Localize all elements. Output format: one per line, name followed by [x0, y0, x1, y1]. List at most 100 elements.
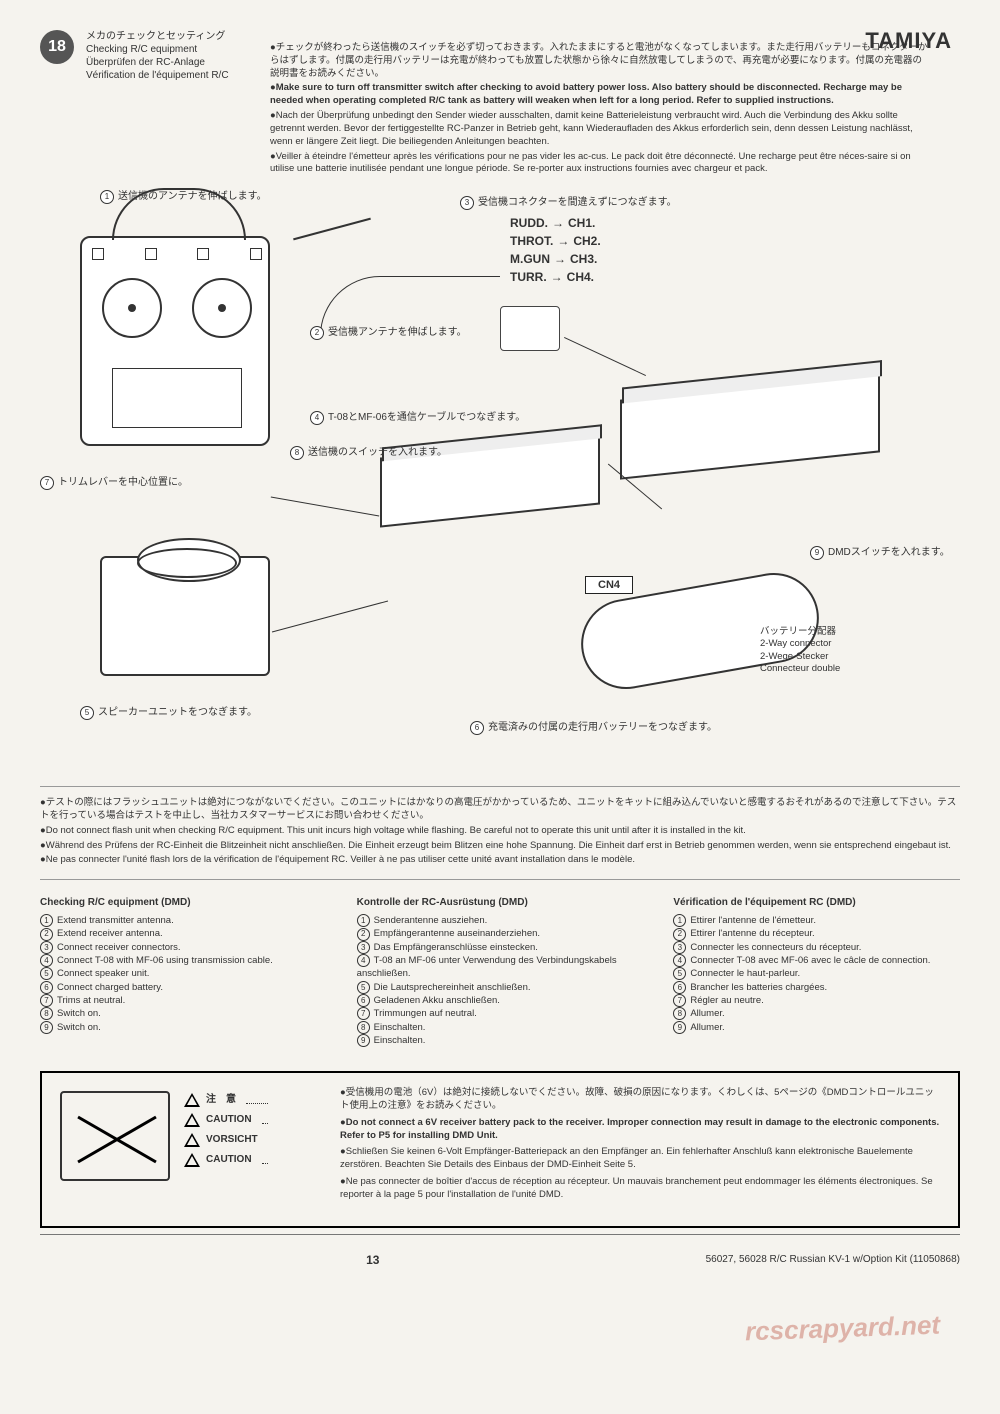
- item-number: 7: [357, 1007, 370, 1020]
- checklist-item: 6Brancher les batteries chargées.: [673, 981, 960, 994]
- dmd-control-unit-illustration: [620, 372, 880, 479]
- item-text: Connect receiver connectors.: [57, 942, 181, 953]
- item-number: 2: [40, 928, 53, 941]
- caution-en: CAUTION: [206, 1113, 252, 1127]
- item-number: 3: [40, 941, 53, 954]
- item-number: 7: [40, 994, 53, 1007]
- item-text: Ettirer l'antenne de l'émetteur.: [690, 915, 816, 926]
- caution-battery-illustration: [60, 1091, 170, 1181]
- warning-icon: [184, 1133, 200, 1147]
- item-number: 8: [357, 1021, 370, 1034]
- checklist-columns: Checking R/C equipment (DMD) 1 Extend tra…: [40, 896, 960, 1047]
- step-title-en: Checking R/C equipment: [86, 43, 229, 56]
- flash-note-fr: ●Ne pas connecter l'unité flash lors de …: [40, 854, 960, 867]
- checklist-item: 8Allumer.: [673, 1007, 960, 1020]
- checklist-item: 9Allumer.: [673, 1021, 960, 1034]
- checklist-item: 5Connecter le haut-parleur.: [673, 967, 960, 980]
- checklist-item: 7 Trimmungen auf neutral.: [357, 1007, 644, 1020]
- caution-text-fr: ●Ne pas connecter de boîtier d'accus de …: [340, 1176, 940, 1202]
- checklist-item: 6Connect charged battery.: [40, 981, 327, 994]
- checklist-en-title: Checking R/C equipment (DMD): [40, 896, 327, 910]
- item-text: T-08 an MF-06 unter Verwendung des Verbi…: [357, 955, 617, 979]
- checklist-item: 3Das Empfängeranschlüsse einstecken.: [357, 941, 644, 954]
- callout-2: 2受信機アンテナを伸ばします。: [310, 326, 467, 340]
- connector-en: 2-Way connector: [760, 638, 840, 650]
- item-text: Switch on.: [57, 1022, 101, 1033]
- checklist-item: 7Régler au neutre.: [673, 994, 960, 1007]
- item-text: Geladenen Akku anschließen.: [374, 995, 500, 1006]
- item-number: 6: [357, 994, 370, 1007]
- caution-box: 注 意 CAUTION VORSICHT CAUTION ●受信機用の電池（6V…: [40, 1071, 960, 1228]
- callout-7: 7トリムレバーを中心位置に。: [40, 476, 188, 490]
- transmitter-illustration: [80, 236, 270, 446]
- caution-left: 注 意 CAUTION VORSICHT CAUTION: [60, 1087, 320, 1206]
- connector-label: バッテリー分配器 2-Way connector 2-Wege-Stecker …: [760, 626, 840, 675]
- checklist-item: 3Connecter les connecteurs du récepteur.: [673, 941, 960, 954]
- flash-note: ●テストの際にはフラッシュユニットは絶対につながないでください。このユニットには…: [40, 786, 960, 880]
- item-number: 3: [673, 941, 686, 954]
- wiring-diagram: RUDD.→CH1. THROT.→CH2. M.GUN→CH3. TURR.→…: [40, 196, 960, 756]
- callout-3: 3受信機コネクターを間違えずにつなぎます。: [460, 196, 677, 210]
- checklist-item: 8 Einschalten.: [357, 1021, 644, 1034]
- item-text: Allumer.: [690, 1008, 724, 1019]
- item-text: Einschalten.: [374, 1035, 426, 1046]
- step-title-de: Überprüfen der RC-Anlage: [86, 56, 229, 69]
- callout-7-text: トリムレバーを中心位置に。: [58, 477, 188, 488]
- checklist-item: 5Connect speaker unit.: [40, 967, 327, 980]
- page-number: 13: [366, 1253, 379, 1267]
- ch-turr-label: TURR.: [510, 270, 547, 284]
- ch-throt-ch: CH2.: [573, 234, 600, 248]
- item-number: 1: [40, 914, 53, 927]
- checklist-item: 2Empfängerantenne auseinanderziehen.: [357, 927, 644, 940]
- item-number: 4: [673, 954, 686, 967]
- checklist-item: 5Die Lautsprechereinheit anschließen.: [357, 981, 644, 994]
- intro-text: ●チェックが終わったら送信機のスイッチを必ず切っておきます。入れたままにすると電…: [270, 42, 930, 176]
- callout-9: 9DMDスイッチを入れます。: [810, 546, 950, 560]
- checklist-item: 7 Trims at neutral.: [40, 994, 327, 1007]
- watermark: rcscrapyard.net: [744, 1310, 940, 1348]
- item-number: 9: [673, 1021, 686, 1034]
- item-number: 2: [673, 928, 686, 941]
- item-text: Trimmungen auf neutral.: [374, 1008, 477, 1019]
- item-text: Das Empfängeranschlüsse einstecken.: [374, 942, 538, 953]
- item-text: Trims at neutral.: [57, 995, 125, 1006]
- item-text: Extend transmitter antenna.: [57, 915, 174, 926]
- item-text: Ettirer l'antenne du récepteur.: [690, 928, 814, 939]
- item-text: Régler au neutre.: [690, 995, 763, 1006]
- checklist-item: 4 Connecter T-08 avec MF-06 avec le câcle…: [673, 954, 960, 967]
- checklist-item: 4T-08 an MF-06 unter Verwendung des Verb…: [357, 954, 644, 981]
- wire: [271, 497, 380, 517]
- item-text: Connecter T-08 avec MF-06 avec le câcle …: [690, 955, 930, 966]
- item-text: Connect T-08 with MF-06 using transmissi…: [57, 955, 273, 966]
- callout-6-text: 充電済みの付属の走行用バッテリーをつなぎます。: [488, 722, 717, 733]
- intro-jp: ●チェックが終わったら送信機のスイッチを必ず切っておきます。入れたままにすると電…: [270, 42, 930, 80]
- step-titles: メカのチェックとセッティング Checking R/C equipment Üb…: [86, 30, 229, 82]
- caution-text-jp: ●受信機用の電池（6V）は絶対に接続しないでください。故障、破損の原因になります…: [340, 1087, 940, 1113]
- item-text: Extend receiver antenna.: [57, 928, 163, 939]
- callout-3-text: 受信機コネクターを間違えずにつなぎます。: [478, 197, 677, 208]
- footer-ref: 56027, 56028 R/C Russian KV-1 w/Option K…: [706, 1254, 960, 1265]
- step-title-fr: Vérification de l'équipement R/C: [86, 69, 229, 82]
- checklist-item: 9Switch on.: [40, 1021, 327, 1034]
- receiver-illustration: [500, 306, 560, 351]
- caution-labels: 注 意 CAUTION VORSICHT CAUTION: [184, 1093, 272, 1167]
- checklist-item: 1 Extend transmitter antenna.: [40, 914, 327, 927]
- checklist-item: 2 Extend receiver antenna.: [40, 927, 327, 940]
- item-number: 2: [357, 928, 370, 941]
- callout-2-text: 受信機アンテナを伸ばします。: [328, 327, 467, 338]
- step-title-jp: メカのチェックとセッティング: [86, 30, 229, 43]
- warning-icon: [184, 1153, 200, 1167]
- connector-de: 2-Wege-Stecker: [760, 651, 840, 663]
- item-text: Die Lautsprechereinheit anschließen.: [374, 982, 531, 993]
- checklist-item: 8Switch on.: [40, 1007, 327, 1020]
- callout-1-text: 送信機のアンテナを伸ばします。: [118, 191, 267, 202]
- connector-jp: バッテリー分配器: [760, 626, 840, 638]
- checklist-item: 9Einschalten.: [357, 1034, 644, 1047]
- channel-mapping: RUDD.→CH1. THROT.→CH2. M.GUN→CH3. TURR.→…: [510, 214, 601, 286]
- item-text: Einschalten.: [374, 1022, 426, 1033]
- checklist-item: 6 Geladenen Akku anschließen.: [357, 994, 644, 1007]
- item-number: 5: [40, 967, 53, 980]
- checklist-item: 1Senderantenne ausziehen.: [357, 914, 644, 927]
- flash-note-jp: ●テストの際にはフラッシュユニットは絶対につながないでください。このユニットには…: [40, 797, 960, 823]
- caution-jp: 注 意: [206, 1093, 236, 1107]
